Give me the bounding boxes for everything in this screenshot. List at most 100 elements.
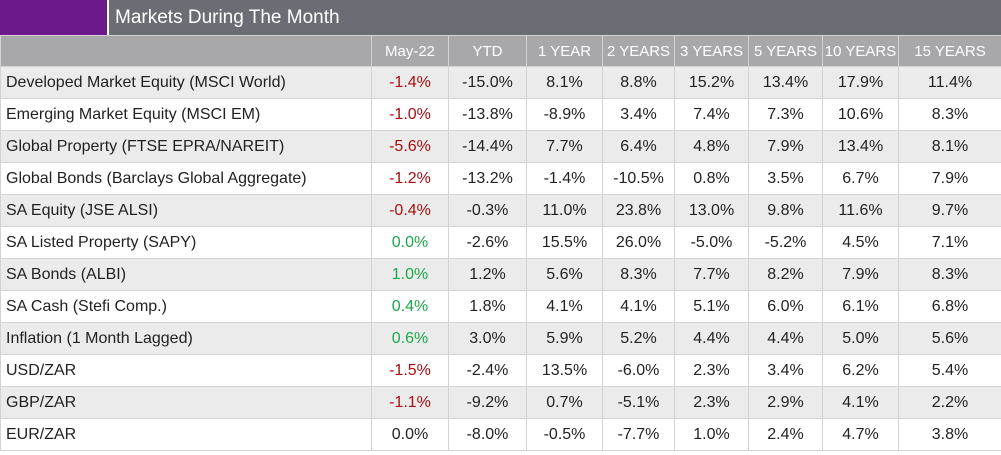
return-cell: 4.8% bbox=[674, 130, 749, 163]
return-cell: -13.2% bbox=[448, 162, 527, 195]
return-cell: -6.0% bbox=[602, 354, 675, 387]
return-cell: 8.3% bbox=[602, 258, 675, 291]
return-cell: 15.5% bbox=[526, 226, 603, 259]
month-return-cell: -1.1% bbox=[371, 386, 449, 419]
return-cell: 3.4% bbox=[748, 354, 823, 387]
return-cell: 1.2% bbox=[448, 258, 527, 291]
return-cell: -8.9% bbox=[526, 98, 603, 131]
title-bar: Markets During The Month bbox=[0, 0, 1001, 35]
return-cell: 13.0% bbox=[674, 194, 749, 227]
return-cell: 3.5% bbox=[748, 162, 823, 195]
return-cell: -10.5% bbox=[602, 162, 675, 195]
return-cell: 11.4% bbox=[898, 66, 1001, 99]
return-cell: 9.8% bbox=[748, 194, 823, 227]
return-cell: 8.8% bbox=[602, 66, 675, 99]
month-return-cell: 0.6% bbox=[371, 322, 449, 355]
markets-table: May-22 YTD 1 YEAR 2 YEARS 3 YEARS 5 YEAR… bbox=[0, 35, 1001, 451]
return-cell: 8.3% bbox=[898, 98, 1001, 131]
row-label: Inflation (1 Month Lagged) bbox=[0, 322, 372, 355]
table-row: USD/ZAR -1.5% -2.4% 13.5% -6.0% 2.3% 3.4% 6.2% 5… bbox=[0, 354, 1001, 387]
column-header: 1 YEAR bbox=[526, 35, 603, 67]
column-header: 5 YEARS bbox=[748, 35, 823, 67]
return-cell: 13.4% bbox=[822, 130, 899, 163]
return-cell: 0.7% bbox=[526, 386, 603, 419]
table-row: EUR/ZAR 0.0% -8.0% -0.5% -7.7% 1.0% 2.4% 4.7% 3.… bbox=[0, 418, 1001, 451]
return-cell: 7.7% bbox=[526, 130, 603, 163]
month-return-cell: 0.0% bbox=[371, 226, 449, 259]
return-cell: 7.7% bbox=[674, 258, 749, 291]
return-cell: 6.7% bbox=[822, 162, 899, 195]
return-cell: 5.6% bbox=[898, 322, 1001, 355]
month-return-cell: -1.2% bbox=[371, 162, 449, 195]
return-cell: 5.6% bbox=[526, 258, 603, 291]
return-cell: 8.2% bbox=[748, 258, 823, 291]
return-cell: 4.5% bbox=[822, 226, 899, 259]
return-cell: 2.9% bbox=[748, 386, 823, 419]
return-cell: 1.0% bbox=[674, 418, 749, 451]
return-cell: 11.0% bbox=[526, 194, 603, 227]
return-cell: 2.3% bbox=[674, 354, 749, 387]
return-cell: -1.4% bbox=[526, 162, 603, 195]
return-cell: 26.0% bbox=[602, 226, 675, 259]
row-label: SA Cash (Stefi Comp.) bbox=[0, 290, 372, 323]
row-label: GBP/ZAR bbox=[0, 386, 372, 419]
return-cell: 11.6% bbox=[822, 194, 899, 227]
return-cell: -9.2% bbox=[448, 386, 527, 419]
month-return-cell: 1.0% bbox=[371, 258, 449, 291]
return-cell: 6.1% bbox=[822, 290, 899, 323]
table-row: Global Property (FTSE EPRA/NAREIT) -5.6% -… bbox=[0, 130, 1001, 163]
return-cell: -0.5% bbox=[526, 418, 603, 451]
table-row: Inflation (1 Month Lagged) 0.6% 3.0% 5.9% 5.… bbox=[0, 322, 1001, 355]
header-label-cell bbox=[0, 35, 372, 67]
month-return-cell: 0.0% bbox=[371, 418, 449, 451]
month-return-cell: -0.4% bbox=[371, 194, 449, 227]
table-row: SA Cash (Stefi Comp.) 0.4% 1.8% 4.1% 4.1% 5.1… bbox=[0, 290, 1001, 323]
return-cell: 4.1% bbox=[822, 386, 899, 419]
return-cell: 4.7% bbox=[822, 418, 899, 451]
return-cell: -7.7% bbox=[602, 418, 675, 451]
row-label: Global Property (FTSE EPRA/NAREIT) bbox=[0, 130, 372, 163]
header-row: May-22 YTD 1 YEAR 2 YEARS 3 YEARS 5 YEAR… bbox=[0, 35, 1001, 67]
table-row: SA Bonds (ALBI) 1.0% 1.2% 5.6% 8.3% 7.7% 8.2% 7… bbox=[0, 258, 1001, 291]
table-row: Developed Market Equity (MSCI World) -1.4… bbox=[0, 66, 1001, 99]
return-cell: 7.3% bbox=[748, 98, 823, 131]
column-header: 2 YEARS bbox=[602, 35, 675, 67]
row-label: SA Bonds (ALBI) bbox=[0, 258, 372, 291]
return-cell: -5.2% bbox=[748, 226, 823, 259]
return-cell: 15.2% bbox=[674, 66, 749, 99]
column-header: 15 YEARS bbox=[898, 35, 1001, 67]
return-cell: 4.1% bbox=[602, 290, 675, 323]
table-row: Emerging Market Equity (MSCI EM) -1.0% -13… bbox=[0, 98, 1001, 131]
return-cell: 23.8% bbox=[602, 194, 675, 227]
return-cell: -2.6% bbox=[448, 226, 527, 259]
return-cell: -5.1% bbox=[602, 386, 675, 419]
return-cell: 5.9% bbox=[526, 322, 603, 355]
return-cell: 6.8% bbox=[898, 290, 1001, 323]
month-return-cell: -5.6% bbox=[371, 130, 449, 163]
return-cell: -0.3% bbox=[448, 194, 527, 227]
return-cell: 2.4% bbox=[748, 418, 823, 451]
column-header: YTD bbox=[448, 35, 527, 67]
return-cell: 3.8% bbox=[898, 418, 1001, 451]
return-cell: 5.0% bbox=[822, 322, 899, 355]
return-cell: 8.3% bbox=[898, 258, 1001, 291]
return-cell: 0.8% bbox=[674, 162, 749, 195]
return-cell: 8.1% bbox=[898, 130, 1001, 163]
column-header: 3 YEARS bbox=[674, 35, 749, 67]
title-accent-block bbox=[0, 0, 107, 35]
row-label: Global Bonds (Barclays Global Aggregate) bbox=[0, 162, 372, 195]
return-cell: 17.9% bbox=[822, 66, 899, 99]
table-row: SA Equity (JSE ALSI) -0.4% -0.3% 11.0% 23.8%… bbox=[0, 194, 1001, 227]
return-cell: 13.5% bbox=[526, 354, 603, 387]
table-body: Developed Market Equity (MSCI World) -1.4… bbox=[0, 66, 1001, 451]
return-cell: 5.1% bbox=[674, 290, 749, 323]
row-label: SA Equity (JSE ALSI) bbox=[0, 194, 372, 227]
month-return-cell: -1.4% bbox=[371, 66, 449, 99]
return-cell: 6.0% bbox=[748, 290, 823, 323]
return-cell: 6.4% bbox=[602, 130, 675, 163]
month-return-cell: 0.4% bbox=[371, 290, 449, 323]
return-cell: 4.1% bbox=[526, 290, 603, 323]
table-row: Global Bonds (Barclays Global Aggregate)… bbox=[0, 162, 1001, 195]
table-row: GBP/ZAR -1.1% -9.2% 0.7% -5.1% 2.3% 2.9% 4.1% 2.… bbox=[0, 386, 1001, 419]
row-label: USD/ZAR bbox=[0, 354, 372, 387]
